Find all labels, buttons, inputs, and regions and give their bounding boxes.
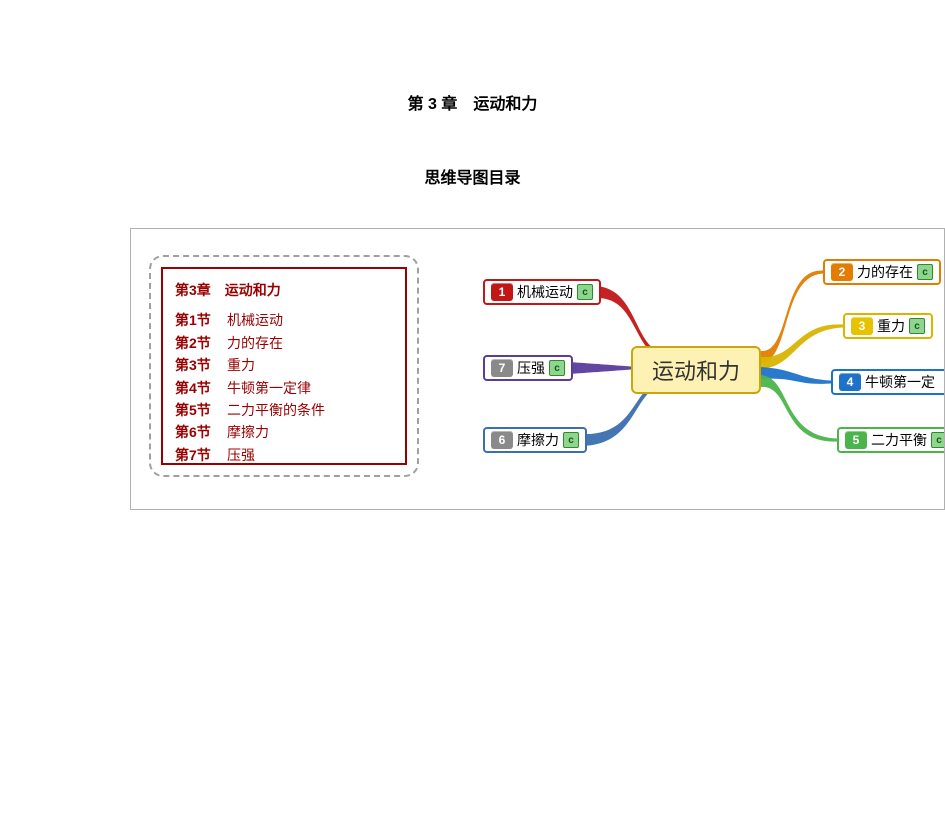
mindmap-center-node: 运动和力 (631, 346, 761, 394)
toc-section-label: 第2节 (175, 332, 227, 354)
mindmap-branch-node: 7压强c (483, 355, 573, 381)
toc-row: 第1节机械运动 (175, 309, 393, 331)
toc-section-label: 第5节 (175, 399, 227, 421)
branch-label: 压强 (517, 358, 545, 378)
mindmap-branch-node: 1机械运动c (483, 279, 601, 305)
mindmap-branch-node: 5二力平衡c (837, 427, 945, 453)
toc-section-label: 第6节 (175, 421, 227, 443)
branch-number-badge: 2 (831, 263, 853, 281)
mindmap-branch-node: 3重力c (843, 313, 933, 339)
c-badge-icon: c (917, 264, 933, 280)
mindmap-link (761, 367, 831, 384)
branch-label: 力的存在 (857, 262, 913, 282)
toc-section-label: 第7节 (175, 444, 227, 466)
c-badge-icon: c (931, 432, 945, 448)
toc-section-label: 第4节 (175, 377, 227, 399)
branch-label: 机械运动 (517, 282, 573, 302)
mindmap-link (761, 324, 843, 369)
toc-section-name: 重力 (227, 357, 255, 373)
toc-box: 第3章 运动和力 第1节机械运动第2节力的存在第3节重力第4节牛顿第一定律第5节… (149, 255, 419, 477)
toc-section-name: 机械运动 (227, 312, 283, 328)
page-subtitle: 思维导图目录 (0, 164, 945, 188)
toc-section-name: 力的存在 (227, 335, 283, 351)
toc-row: 第5节二力平衡的条件 (175, 399, 393, 421)
mindmap-frame: 第3章 运动和力 第1节机械运动第2节力的存在第3节重力第4节牛顿第一定律第5节… (130, 228, 945, 510)
toc-section-label: 第1节 (175, 309, 227, 331)
toc-section-name: 压强 (227, 447, 255, 463)
branch-number-badge: 3 (851, 317, 873, 335)
branch-number-badge: 4 (839, 373, 861, 391)
mindmap-link (761, 375, 837, 442)
toc-section-name: 二力平衡的条件 (227, 402, 325, 418)
toc-chapter-title: 第3章 运动和力 (175, 279, 393, 301)
c-badge-icon: c (577, 284, 593, 300)
branch-label: 二力平衡 (871, 430, 927, 450)
branch-number-badge: 7 (491, 359, 513, 377)
c-badge-icon: c (549, 360, 565, 376)
mindmap-link (761, 270, 823, 363)
page-title: 第 3 章 运动和力 (0, 90, 945, 114)
toc-row: 第2节力的存在 (175, 332, 393, 354)
toc-section-label: 第3节 (175, 354, 227, 376)
toc-row: 第7节压强 (175, 444, 393, 466)
center-node-label: 运动和力 (652, 354, 740, 386)
branch-number-badge: 6 (491, 431, 513, 449)
branch-label: 重力 (877, 316, 905, 336)
toc-row: 第4节牛顿第一定律 (175, 377, 393, 399)
toc-section-name: 摩擦力 (227, 424, 269, 440)
toc-section-name: 牛顿第一定律 (227, 380, 311, 396)
toc-inner: 第3章 运动和力 第1节机械运动第2节力的存在第3节重力第4节牛顿第一定律第5节… (161, 267, 407, 465)
mindmap-branch-node: 2力的存在c (823, 259, 941, 285)
branch-number-badge: 5 (845, 431, 867, 449)
c-badge-icon: c (563, 432, 579, 448)
toc-row: 第3节重力 (175, 354, 393, 376)
branch-label: 牛顿第一定 (865, 372, 935, 392)
mindmap-branch-node: 4牛顿第一定 (831, 369, 945, 395)
mindmap-branch-node: 6摩擦力c (483, 427, 587, 453)
branch-number-badge: 1 (491, 283, 513, 301)
branch-label: 摩擦力 (517, 430, 559, 450)
toc-row: 第6节摩擦力 (175, 421, 393, 443)
mindmap-link (569, 362, 631, 374)
c-badge-icon: c (909, 318, 925, 334)
